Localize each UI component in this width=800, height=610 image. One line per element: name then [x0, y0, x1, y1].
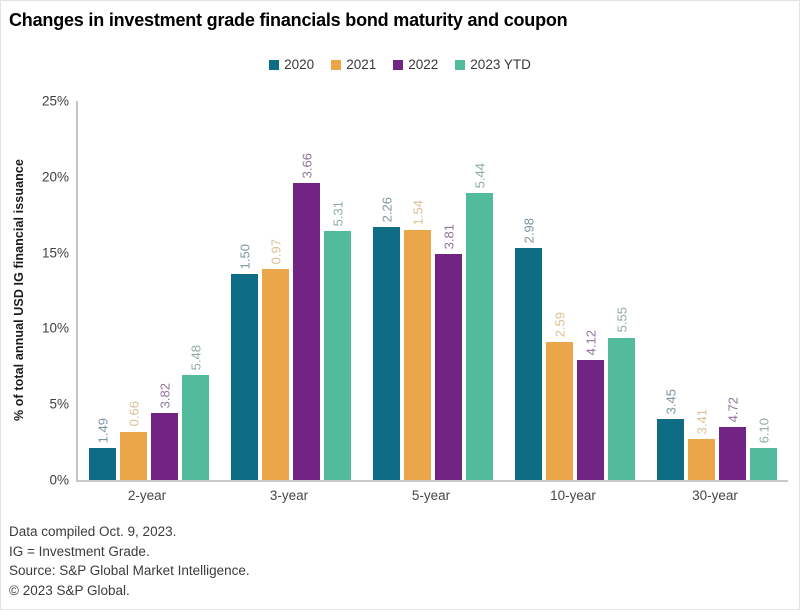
legend-item-2021: 2021	[331, 57, 376, 72]
bar-value-label-2023-ytd-30-year: 6.10	[756, 417, 771, 444]
bar-2022-30-year	[719, 426, 746, 480]
x-axis-label-5-year: 5-year	[411, 488, 451, 503]
bar-group-2-year: 1.49 0.66 3.82 5.48	[78, 101, 220, 480]
footnotes: Data compiled Oct. 9, 2023. IG = Investm…	[9, 522, 250, 600]
legend-swatch-2023-ytd-icon	[455, 59, 466, 70]
bar-2023-ytd-3-year	[324, 231, 351, 480]
bar-value-label-2021-5-year: 1.54	[410, 199, 425, 225]
bar-value-label-2021-2-year: 0.66	[126, 401, 141, 427]
bar-2023-ytd-2-year	[182, 375, 209, 480]
bar-2021-10-year	[546, 342, 573, 480]
x-axis-label-2-year: 2-year	[127, 488, 167, 503]
legend-swatch-2021-icon	[331, 59, 342, 70]
bar-2023-ytd-5-year	[466, 193, 493, 480]
x-axis-label-3-year: 3-year	[269, 488, 309, 503]
legend-label-2022: 2022	[408, 57, 439, 72]
bar-slot-2020-10-year: 2.98	[515, 101, 542, 480]
bar-2021-2-year	[120, 431, 147, 480]
y-tick-5-: 5%	[49, 396, 69, 412]
y-tick-10-: 10%	[41, 320, 69, 336]
bar-slot-2021-3-year: 0.97	[262, 101, 289, 480]
bar-value-label-2022-2-year: 3.82	[157, 382, 172, 409]
bar-slot-2023-ytd-3-year: 5.31	[324, 101, 351, 480]
legend-swatch-2022-icon	[393, 59, 404, 70]
legend-item-2023-ytd: 2023 YTD	[455, 57, 531, 72]
bar-slot-2022-30-year: 4.72	[719, 101, 746, 480]
bar-value-label-2020-30-year: 3.45	[663, 389, 678, 415]
y-tick-20-: 20%	[41, 169, 69, 185]
bar-slot-2020-5-year: 2.26	[373, 101, 400, 480]
bar-value-label-2021-10-year: 2.59	[552, 311, 567, 338]
x-axis-label-30-year: 30-year	[692, 488, 738, 503]
bar-value-label-2022-30-year: 4.72	[725, 396, 740, 422]
legend-label-2023-ytd: 2023 YTD	[470, 57, 531, 72]
plot-area: 1.49 0.66 3.82 5.48 1.50 0.97 3.66 5.31 2.26 1.54…	[76, 101, 788, 482]
legend-item-2022: 2022	[393, 57, 438, 72]
footnote-copyright: © 2023 S&P Global.	[9, 582, 130, 598]
bar-slot-2021-5-year: 1.54	[404, 101, 431, 480]
bar-value-label-2020-10-year: 2.98	[521, 217, 536, 244]
bar-slot-2020-3-year: 1.50	[231, 101, 258, 480]
bar-group-3-year: 1.50 0.97 3.66 5.31	[220, 101, 362, 480]
y-tick-15-: 15%	[41, 245, 69, 261]
bar-slot-2023-ytd-10-year: 5.55	[608, 101, 635, 480]
bar-group-10-year: 2.98 2.59 4.12 5.55	[504, 101, 646, 480]
bar-2021-3-year	[262, 269, 289, 480]
bar-value-label-2022-10-year: 4.12	[583, 329, 598, 356]
bar-2020-30-year	[657, 419, 684, 480]
bar-2021-5-year	[404, 229, 431, 480]
bar-value-label-2022-3-year: 3.66	[299, 152, 314, 178]
bar-value-label-2021-30-year: 3.41	[694, 408, 709, 435]
y-tick-25-: 25%	[41, 93, 69, 109]
bar-2023-ytd-30-year	[750, 448, 777, 480]
bar-value-label-2023-ytd-5-year: 5.44	[472, 163, 487, 189]
legend-label-2020: 2020	[284, 57, 315, 72]
x-axis-labels: 2-year 3-year 5-year 10-year 30-year	[76, 488, 786, 503]
bar-2022-10-year	[577, 360, 604, 480]
footnote-ig-definition: IG = Investment Grade.	[9, 543, 150, 559]
legend-swatch-2020-icon	[269, 59, 280, 70]
bar-value-label-2023-ytd-10-year: 5.55	[614, 307, 629, 333]
bar-slot-2021-30-year: 3.41	[688, 101, 715, 480]
bar-group-5-year: 2.26 1.54 3.81 5.44	[362, 101, 504, 480]
bar-slot-2021-10-year: 2.59	[546, 101, 573, 480]
bar-2020-3-year	[231, 273, 258, 480]
y-axis-ticks: 25% 20% 15% 10% 5% 0%	[1, 94, 69, 488]
bar-value-label-2020-3-year: 1.50	[237, 243, 252, 269]
bar-slot-2023-ytd-2-year: 5.48	[182, 101, 209, 480]
footnote-source: Source: S&P Global Market Intelligence.	[9, 563, 250, 578]
bar-slot-2022-5-year: 3.81	[435, 101, 462, 480]
legend: 2020 2021 2022 2023 YTD	[1, 57, 799, 72]
bar-2021-30-year	[688, 439, 715, 480]
legend-label-2021: 2021	[346, 57, 377, 72]
chart-title: Changes in investment grade financials b…	[9, 10, 568, 30]
bar-2022-3-year	[293, 182, 320, 480]
footnote-data-compiled: Data compiled Oct. 9, 2023.	[9, 524, 177, 539]
bar-slot-2022-3-year: 3.66	[293, 101, 320, 480]
bar-slot-2022-10-year: 4.12	[577, 101, 604, 480]
bar-slot-2020-30-year: 3.45	[657, 101, 684, 480]
bar-2020-5-year	[373, 226, 400, 480]
bar-value-label-2021-3-year: 0.97	[268, 238, 283, 265]
bar-2020-10-year	[515, 248, 542, 480]
y-tick-0-: 0%	[49, 472, 69, 488]
bar-slot-2023-ytd-30-year: 6.10	[750, 101, 777, 480]
x-axis-label-10-year: 10-year	[550, 488, 596, 503]
bar-value-label-2020-5-year: 2.26	[379, 196, 394, 222]
bar-slot-2020-2-year: 1.49	[89, 101, 116, 480]
bar-value-label-2023-ytd-3-year: 5.31	[330, 201, 345, 227]
bar-value-label-2022-5-year: 3.81	[441, 223, 456, 250]
bar-slot-2023-ytd-5-year: 5.44	[466, 101, 493, 480]
legend-item-2020: 2020	[269, 57, 314, 72]
bar-slot-2022-2-year: 3.82	[151, 101, 178, 480]
bar-2023-ytd-10-year	[608, 337, 635, 480]
bar-2022-5-year	[435, 254, 462, 480]
bar-2022-2-year	[151, 413, 178, 480]
bar-group-30-year: 3.45 3.41 4.72 6.10	[646, 101, 788, 480]
bar-slot-2021-2-year: 0.66	[120, 101, 147, 480]
bar-2020-2-year	[89, 448, 116, 480]
bar-value-label-2020-2-year: 1.49	[95, 417, 110, 444]
bar-value-label-2023-ytd-2-year: 5.48	[188, 345, 203, 371]
